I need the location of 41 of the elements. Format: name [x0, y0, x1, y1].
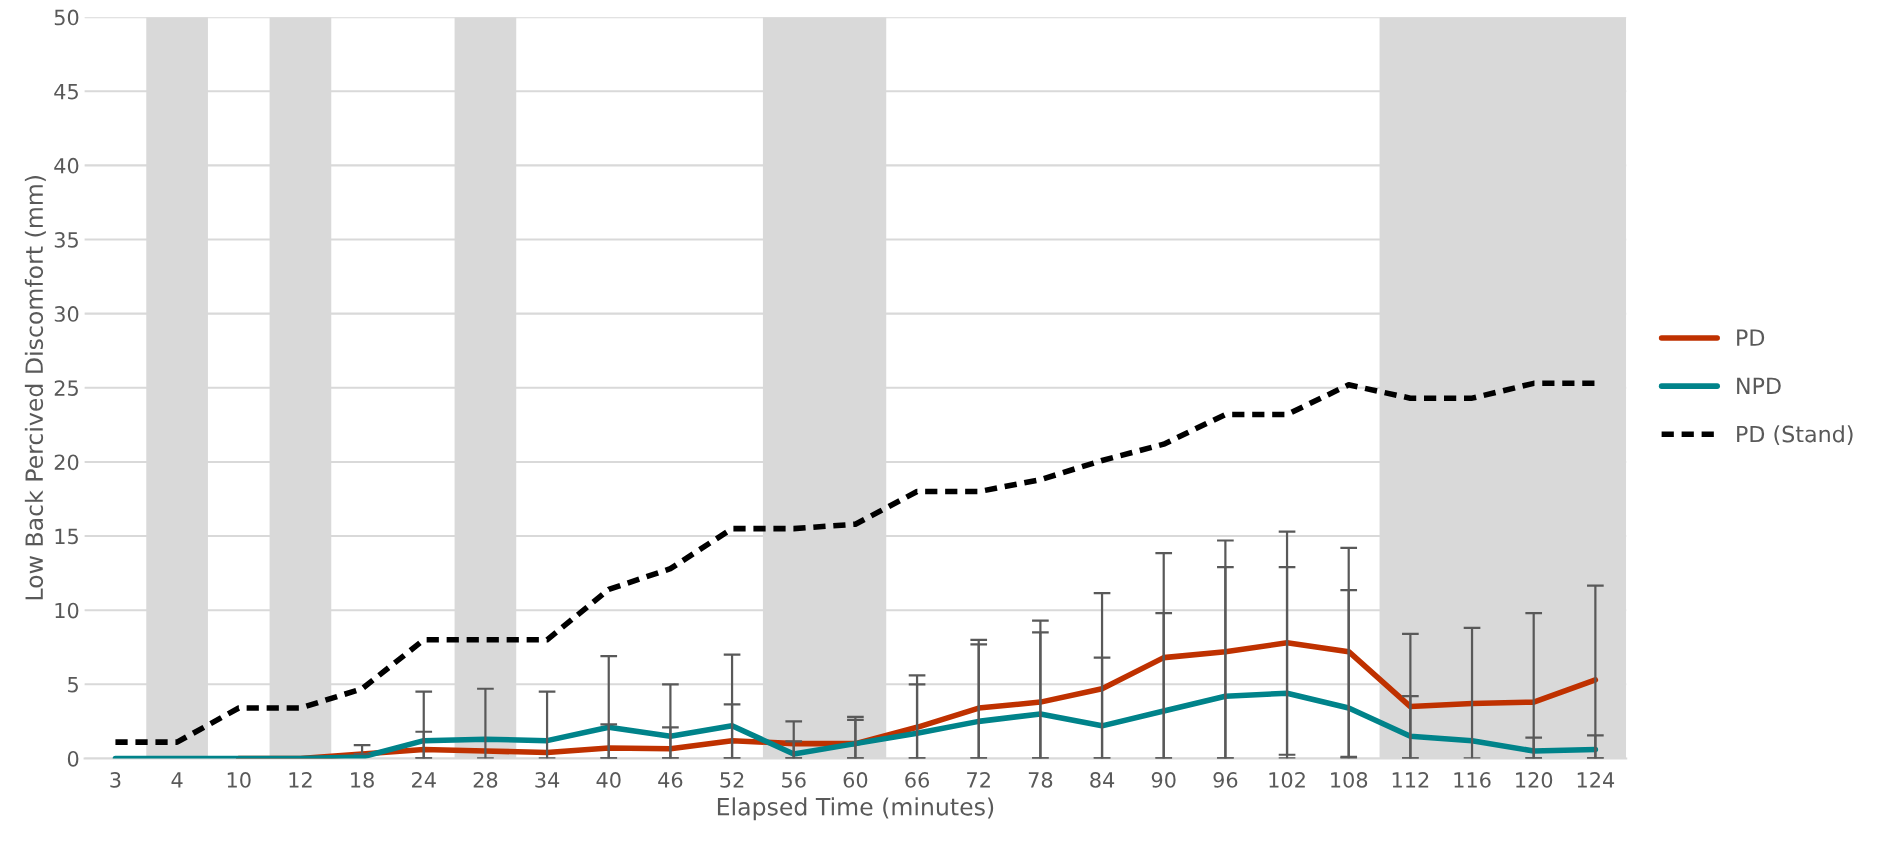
legend-label: PD (Stand) [1737, 425, 1853, 446]
x-axis-title: Elapsed Time (minutes) [717, 797, 994, 821]
x-tick-label: 66 [905, 772, 930, 788]
y-tick-label: 20 [54, 454, 79, 471]
y-tick-label: 15 [55, 528, 78, 545]
x-tick-label: 3 [110, 772, 121, 788]
x-tick-label: 124 [1577, 772, 1615, 788]
y-tick-label: 50 [54, 9, 79, 26]
y-axis-title: Low Back Percived Discomfort (mm) [24, 176, 46, 600]
x-tick-label: 108 [1331, 772, 1368, 788]
x-tick-label: 4 [171, 772, 183, 788]
x-tick-label: 90 [1151, 772, 1176, 788]
y-tick-label: 0 [67, 750, 79, 767]
y-tick-label: 40 [54, 157, 79, 174]
x-tick-label: 72 [967, 772, 990, 788]
x-tick-label: 78 [1028, 772, 1053, 788]
x-tick-label: 96 [1213, 772, 1238, 788]
y-tick-label: 35 [54, 231, 78, 248]
x-tick-label: 52 [720, 772, 744, 788]
x-tick-label: 18 [351, 772, 374, 788]
x-tick-label: 84 [1090, 772, 1115, 788]
x-tick-label: 24 [412, 772, 436, 788]
y-tick-label: 30 [54, 306, 79, 322]
x-tick-label: 102 [1269, 772, 1305, 788]
x-tick-label: 60 [843, 772, 868, 788]
legend-label: PD [1737, 329, 1765, 346]
y-tick-label: 5 [68, 677, 78, 693]
legend-label: NPD [1737, 377, 1781, 394]
y-tick-label: 25 [54, 380, 78, 396]
x-tick-label: 116 [1454, 772, 1491, 788]
x-tick-label: 120 [1516, 772, 1553, 788]
x-tick-label: 112 [1392, 772, 1429, 788]
x-tick-label: 34 [535, 772, 560, 788]
x-tick-label: 12 [289, 772, 312, 788]
x-tick-label: 40 [596, 772, 621, 788]
x-tick-label: 28 [473, 772, 498, 788]
x-tick-label: 56 [782, 772, 806, 788]
x-tick-label: 46 [658, 772, 683, 788]
y-tick-label: 45 [54, 84, 78, 100]
y-tick-label: 10 [55, 602, 79, 619]
x-tick-label: 10 [227, 772, 251, 788]
